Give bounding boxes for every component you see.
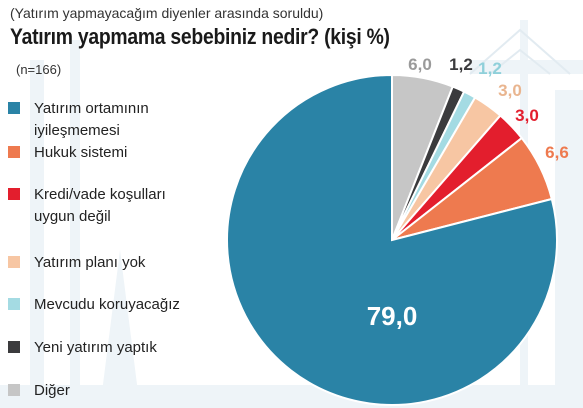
chart-subtitle: (Yatırım yapmayacağım diyenler arasında … xyxy=(10,5,324,21)
sample-size: (n=166) xyxy=(16,62,62,77)
legend-item: Diğer xyxy=(8,380,70,402)
legend-swatch xyxy=(8,146,20,158)
data-label: 79,0 xyxy=(367,301,418,331)
data-label: 1,2 xyxy=(478,59,502,78)
data-label: 6,6 xyxy=(545,143,569,162)
data-label: 6,0 xyxy=(408,55,432,74)
legend-swatch xyxy=(8,256,20,268)
legend-item: Kredi/vade koşulları uygun değil xyxy=(8,184,184,228)
legend-swatch xyxy=(8,341,20,353)
data-label: 3,0 xyxy=(515,106,539,125)
legend-swatch xyxy=(8,188,20,200)
legend-swatch xyxy=(8,384,20,396)
legend-label: Mevcudu koruyacağız xyxy=(34,296,180,313)
chart-title: Yatırım yapmama sebebiniz nedir? (kişi %… xyxy=(10,24,390,49)
legend-swatch xyxy=(8,102,20,114)
legend-item: Yatırım planı yok xyxy=(8,252,145,274)
legend-label: Yatırım planı yok xyxy=(34,254,146,271)
legend-label: Hukuk sistemi xyxy=(34,144,128,161)
legend-swatch xyxy=(8,298,20,310)
legend-label: Diğer xyxy=(34,382,70,399)
data-label: 3,0 xyxy=(498,81,522,100)
legend-label: Yatırım ortamının iyileşmemesi xyxy=(34,100,149,139)
legend-item: Mevcudu koruyacağız xyxy=(8,294,180,316)
legend-label: Yeni yatırım yaptık xyxy=(34,339,157,356)
legend-item: Yatırım ortamının iyileşmemesi xyxy=(8,98,218,142)
legend-item: Yeni yatırım yaptık xyxy=(8,337,157,359)
legend-item: Hukuk sistemi xyxy=(8,142,127,164)
pie-slice xyxy=(226,73,558,406)
data-label: 1,2 xyxy=(449,55,473,74)
legend-label: Kredi/vade koşulları uygun değil xyxy=(34,186,166,225)
